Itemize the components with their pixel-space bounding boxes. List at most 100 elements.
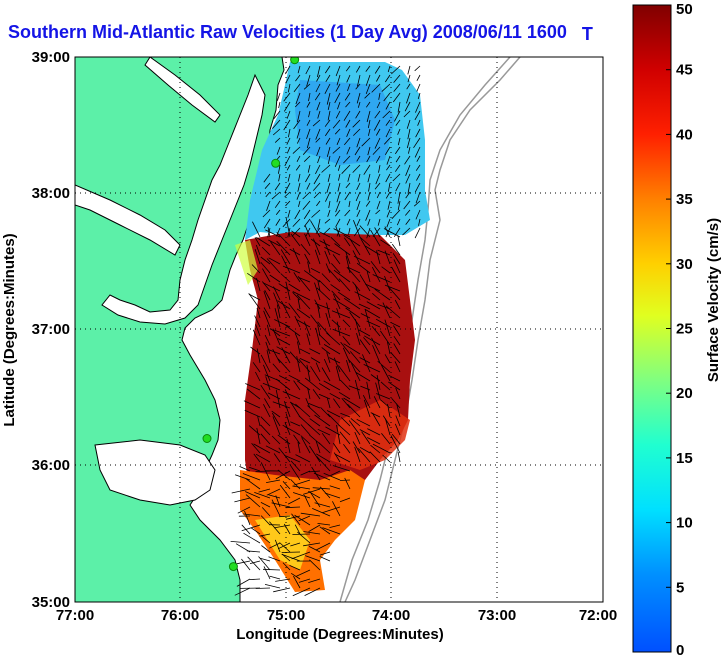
velocity-arrow bbox=[345, 101, 351, 108]
velocity-arrow bbox=[241, 558, 251, 571]
velocity-arrow bbox=[308, 110, 311, 118]
velocity-arrow bbox=[323, 472, 341, 481]
velocity-arrow bbox=[308, 403, 321, 409]
velocity-arrow bbox=[413, 137, 421, 149]
velocity-arrow bbox=[319, 556, 331, 562]
velocity-arrow bbox=[349, 238, 361, 256]
velocity-arrow bbox=[376, 393, 391, 400]
velocity-arrow bbox=[367, 191, 371, 201]
velocity-arrow bbox=[415, 209, 421, 220]
delaware-bay bbox=[144, 57, 221, 123]
velocity-arrow bbox=[284, 422, 291, 436]
velocity-arrow bbox=[382, 302, 391, 319]
velocity-arrow bbox=[404, 101, 411, 112]
x-axis-label: Longitude (Degrees:Minutes) bbox=[236, 626, 444, 643]
velocity-arrow bbox=[324, 247, 341, 256]
velocity-arrow bbox=[324, 83, 331, 94]
bathymetry-contour bbox=[344, 57, 521, 602]
velocity-arrow bbox=[393, 259, 401, 274]
velocity-arrow bbox=[365, 83, 371, 95]
velocity-arrow bbox=[293, 272, 301, 283]
velocity-arrow bbox=[345, 307, 361, 319]
velocity-arrow bbox=[290, 402, 301, 418]
velocity-arrow bbox=[342, 319, 351, 328]
velocity-arrow bbox=[414, 227, 421, 239]
velocity-arrow bbox=[293, 83, 301, 93]
velocity-arrow bbox=[263, 218, 271, 229]
velocity-arrow bbox=[367, 428, 381, 436]
velocity-arrow bbox=[275, 470, 291, 480]
velocity-arrow bbox=[248, 293, 261, 301]
velocity-arrow bbox=[272, 349, 281, 364]
velocity-arrow bbox=[297, 441, 301, 454]
colorbar-tick-label: 40 bbox=[676, 126, 693, 143]
velocity-arrow bbox=[321, 432, 331, 445]
velocity-arrow bbox=[263, 364, 271, 382]
velocity-arrow bbox=[295, 454, 311, 463]
velocity-arrow bbox=[337, 164, 341, 171]
velocity-arrow bbox=[371, 266, 381, 283]
velocity-arrow bbox=[301, 437, 311, 454]
velocity-arrow bbox=[314, 502, 331, 508]
velocity-arrow bbox=[416, 173, 421, 181]
velocity-arrow bbox=[376, 74, 381, 82]
velocity-arrow bbox=[258, 556, 271, 571]
velocity-arrow bbox=[353, 255, 371, 265]
velocity-arrow bbox=[366, 301, 381, 310]
velocity-arrow bbox=[258, 488, 271, 493]
velocity-arrow bbox=[373, 396, 381, 409]
velocity-arrow bbox=[306, 119, 311, 126]
station-marker bbox=[271, 158, 281, 168]
velocity-arrow bbox=[319, 551, 331, 556]
velocity-arrow bbox=[262, 268, 271, 283]
velocity-arrow bbox=[391, 209, 401, 219]
velocity-arrow bbox=[298, 578, 311, 583]
velocity-arrow bbox=[376, 191, 381, 199]
velocity-arrow bbox=[384, 74, 391, 83]
velocity-arrow bbox=[254, 237, 261, 247]
velocity-arrow bbox=[292, 146, 301, 154]
velocity-arrow bbox=[288, 128, 291, 138]
velocity-arrow bbox=[245, 494, 261, 508]
bathymetry-contour-2 bbox=[339, 57, 511, 602]
velocity-arrow bbox=[325, 426, 341, 436]
velocity-arrow bbox=[265, 341, 271, 355]
velocity-arrow bbox=[274, 539, 281, 553]
velocity-arrow bbox=[359, 446, 371, 454]
lat-tick: 36:00 bbox=[32, 457, 70, 474]
velocity-arrow bbox=[348, 227, 351, 235]
velocity-arrow bbox=[366, 381, 371, 400]
velocity-arrow bbox=[278, 101, 281, 109]
colorbar bbox=[632, 4, 672, 653]
velocity-arrow bbox=[269, 575, 281, 580]
velocity-arrow bbox=[324, 250, 331, 265]
velocity-arrow bbox=[313, 238, 321, 256]
velocity-arrow bbox=[374, 227, 381, 238]
velocity-arrow bbox=[293, 479, 311, 486]
velocity-arrow bbox=[261, 545, 271, 553]
velocity-arrow bbox=[315, 137, 321, 143]
velocity-arrow bbox=[333, 398, 341, 409]
velocity-arrow bbox=[274, 182, 281, 191]
lat-tick: 35:00 bbox=[32, 594, 70, 611]
velocity-arrow bbox=[315, 83, 321, 93]
velocity-arrow bbox=[373, 119, 381, 131]
velocity-arrow bbox=[384, 354, 391, 364]
velocity-arrow bbox=[283, 523, 291, 535]
velocity-arrow bbox=[273, 587, 291, 593]
velocity-arrow bbox=[282, 424, 301, 436]
velocity-arrow bbox=[292, 291, 311, 301]
colorbar-tick-label: 25 bbox=[676, 321, 693, 338]
velocity-arrow bbox=[292, 492, 311, 499]
velocity-arrow bbox=[393, 325, 401, 337]
velocity-arrow bbox=[308, 524, 321, 532]
velocity-arrow bbox=[364, 308, 381, 319]
velocity-arrow bbox=[283, 92, 291, 102]
velocity-arrow bbox=[366, 227, 371, 239]
velocity-arrow bbox=[358, 329, 371, 337]
velocity-arrow bbox=[374, 182, 381, 190]
velocity-arrow bbox=[263, 290, 271, 310]
velocity-arrow bbox=[336, 74, 341, 86]
longitude-ticks: 77:00 76:00 75:00 74:00 73:00 72:00 bbox=[56, 607, 617, 624]
velocity-arrow bbox=[292, 292, 301, 301]
